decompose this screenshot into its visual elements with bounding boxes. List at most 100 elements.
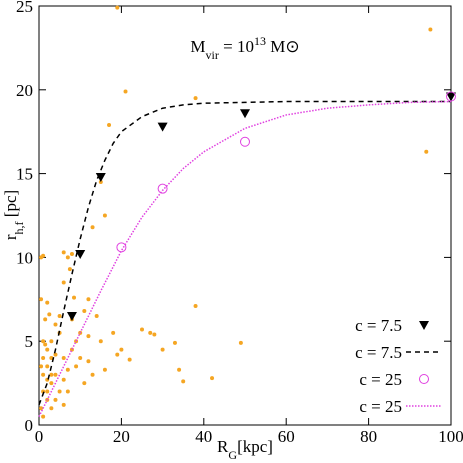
data-point: [49, 339, 54, 344]
data-point: [98, 179, 103, 184]
data-point: [157, 122, 168, 132]
chart-title-part: vir: [206, 48, 219, 62]
data-point: [181, 379, 186, 384]
data-point: [446, 91, 456, 102]
data-point: [193, 304, 198, 309]
data-point: [86, 359, 91, 364]
y-axis-label: rh,f [pc]: [1, 190, 26, 240]
data-point: [45, 347, 50, 352]
legend-symbol: [419, 321, 429, 330]
data-point: [86, 297, 91, 302]
data-point: [41, 372, 46, 377]
data-point: [428, 27, 433, 32]
data-point: [119, 347, 124, 352]
data-point: [177, 367, 182, 372]
data-point: [90, 372, 95, 377]
data-point: [45, 364, 50, 369]
data-point: [115, 5, 120, 10]
data-point: [47, 312, 52, 317]
x-tick-label: 60: [278, 427, 295, 446]
chart-title-part: = 10: [219, 37, 254, 56]
y-tick-label: 5: [25, 332, 34, 351]
data-point: [41, 355, 46, 360]
data-point: [115, 352, 120, 357]
chart-title-part: M: [190, 37, 205, 56]
data-point: [39, 406, 44, 411]
x-axis-label-part: [kpc]: [237, 437, 273, 456]
chart-title-part: M: [266, 37, 285, 56]
legend-symbol: [419, 374, 429, 384]
data-point: [57, 314, 62, 319]
data-point: [102, 213, 107, 218]
data-point: [82, 309, 87, 314]
data-point: [45, 300, 50, 305]
data-point: [238, 340, 243, 345]
data-point: [157, 183, 168, 194]
data-point: [102, 367, 107, 372]
curve: [38, 100, 451, 406]
data-point: [65, 367, 70, 372]
data-point: [61, 377, 66, 382]
data-point: [53, 322, 58, 327]
data-point: [66, 312, 77, 322]
data-point: [424, 149, 429, 154]
data-point: [53, 352, 58, 357]
x-axis-label-part: R: [217, 437, 229, 456]
data-point: [90, 225, 95, 230]
data-point: [61, 250, 66, 255]
data-point: [61, 355, 66, 360]
data-point: [41, 339, 46, 344]
data-point: [446, 92, 456, 102]
y-axis-label-part: r: [1, 234, 20, 240]
chart-title: Mvir = 1013 M⊙: [190, 34, 299, 62]
data-point: [127, 357, 132, 362]
legend-label: c = 25: [359, 370, 402, 389]
data-point: [210, 376, 215, 381]
y-tick-label: 20: [16, 81, 33, 100]
data-point: [41, 253, 46, 258]
curve: [38, 100, 452, 417]
data-point: [123, 89, 128, 94]
chart-title-part: 13: [254, 34, 266, 48]
x-tick-label: 20: [113, 427, 130, 446]
data-point: [148, 330, 153, 335]
data-point: [107, 122, 112, 127]
x-tick-label: 100: [438, 427, 463, 446]
data-point: [240, 109, 250, 119]
data-point: [74, 364, 79, 369]
data-point: [82, 381, 87, 386]
data-point: [94, 314, 99, 319]
data-point: [111, 330, 116, 335]
data-point: [49, 406, 54, 411]
x-tick-label: 80: [360, 427, 377, 446]
data-point: [65, 255, 70, 260]
data-point: [61, 402, 66, 407]
data-point: [69, 252, 74, 257]
data-point: [49, 355, 54, 360]
data-point: [49, 381, 54, 386]
data-point: [41, 414, 46, 419]
data-point: [193, 96, 198, 101]
y-tick-label: 15: [16, 165, 33, 184]
data-point: [140, 327, 144, 332]
data-point: [49, 372, 54, 377]
data-point: [86, 334, 91, 339]
data-point: [61, 280, 66, 285]
y-axis-label-part: [pc]: [1, 190, 20, 222]
data-point: [43, 317, 48, 322]
x-tick-label: 0: [35, 427, 44, 446]
chart-title-part: ⊙: [285, 37, 299, 56]
x-axis-label: RG[kpc]: [217, 437, 273, 462]
x-axis-label-part: G: [228, 448, 237, 462]
data-point: [45, 389, 50, 394]
x-tick-label: 40: [195, 427, 212, 446]
legend-label: c = 25: [359, 397, 402, 416]
data-point: [39, 364, 44, 369]
data-point: [78, 355, 83, 360]
legend-label: c = 7.5: [355, 343, 402, 362]
data-point: [172, 340, 177, 345]
data-point: [39, 297, 44, 302]
data-point: [65, 389, 70, 394]
data-point: [53, 372, 58, 377]
